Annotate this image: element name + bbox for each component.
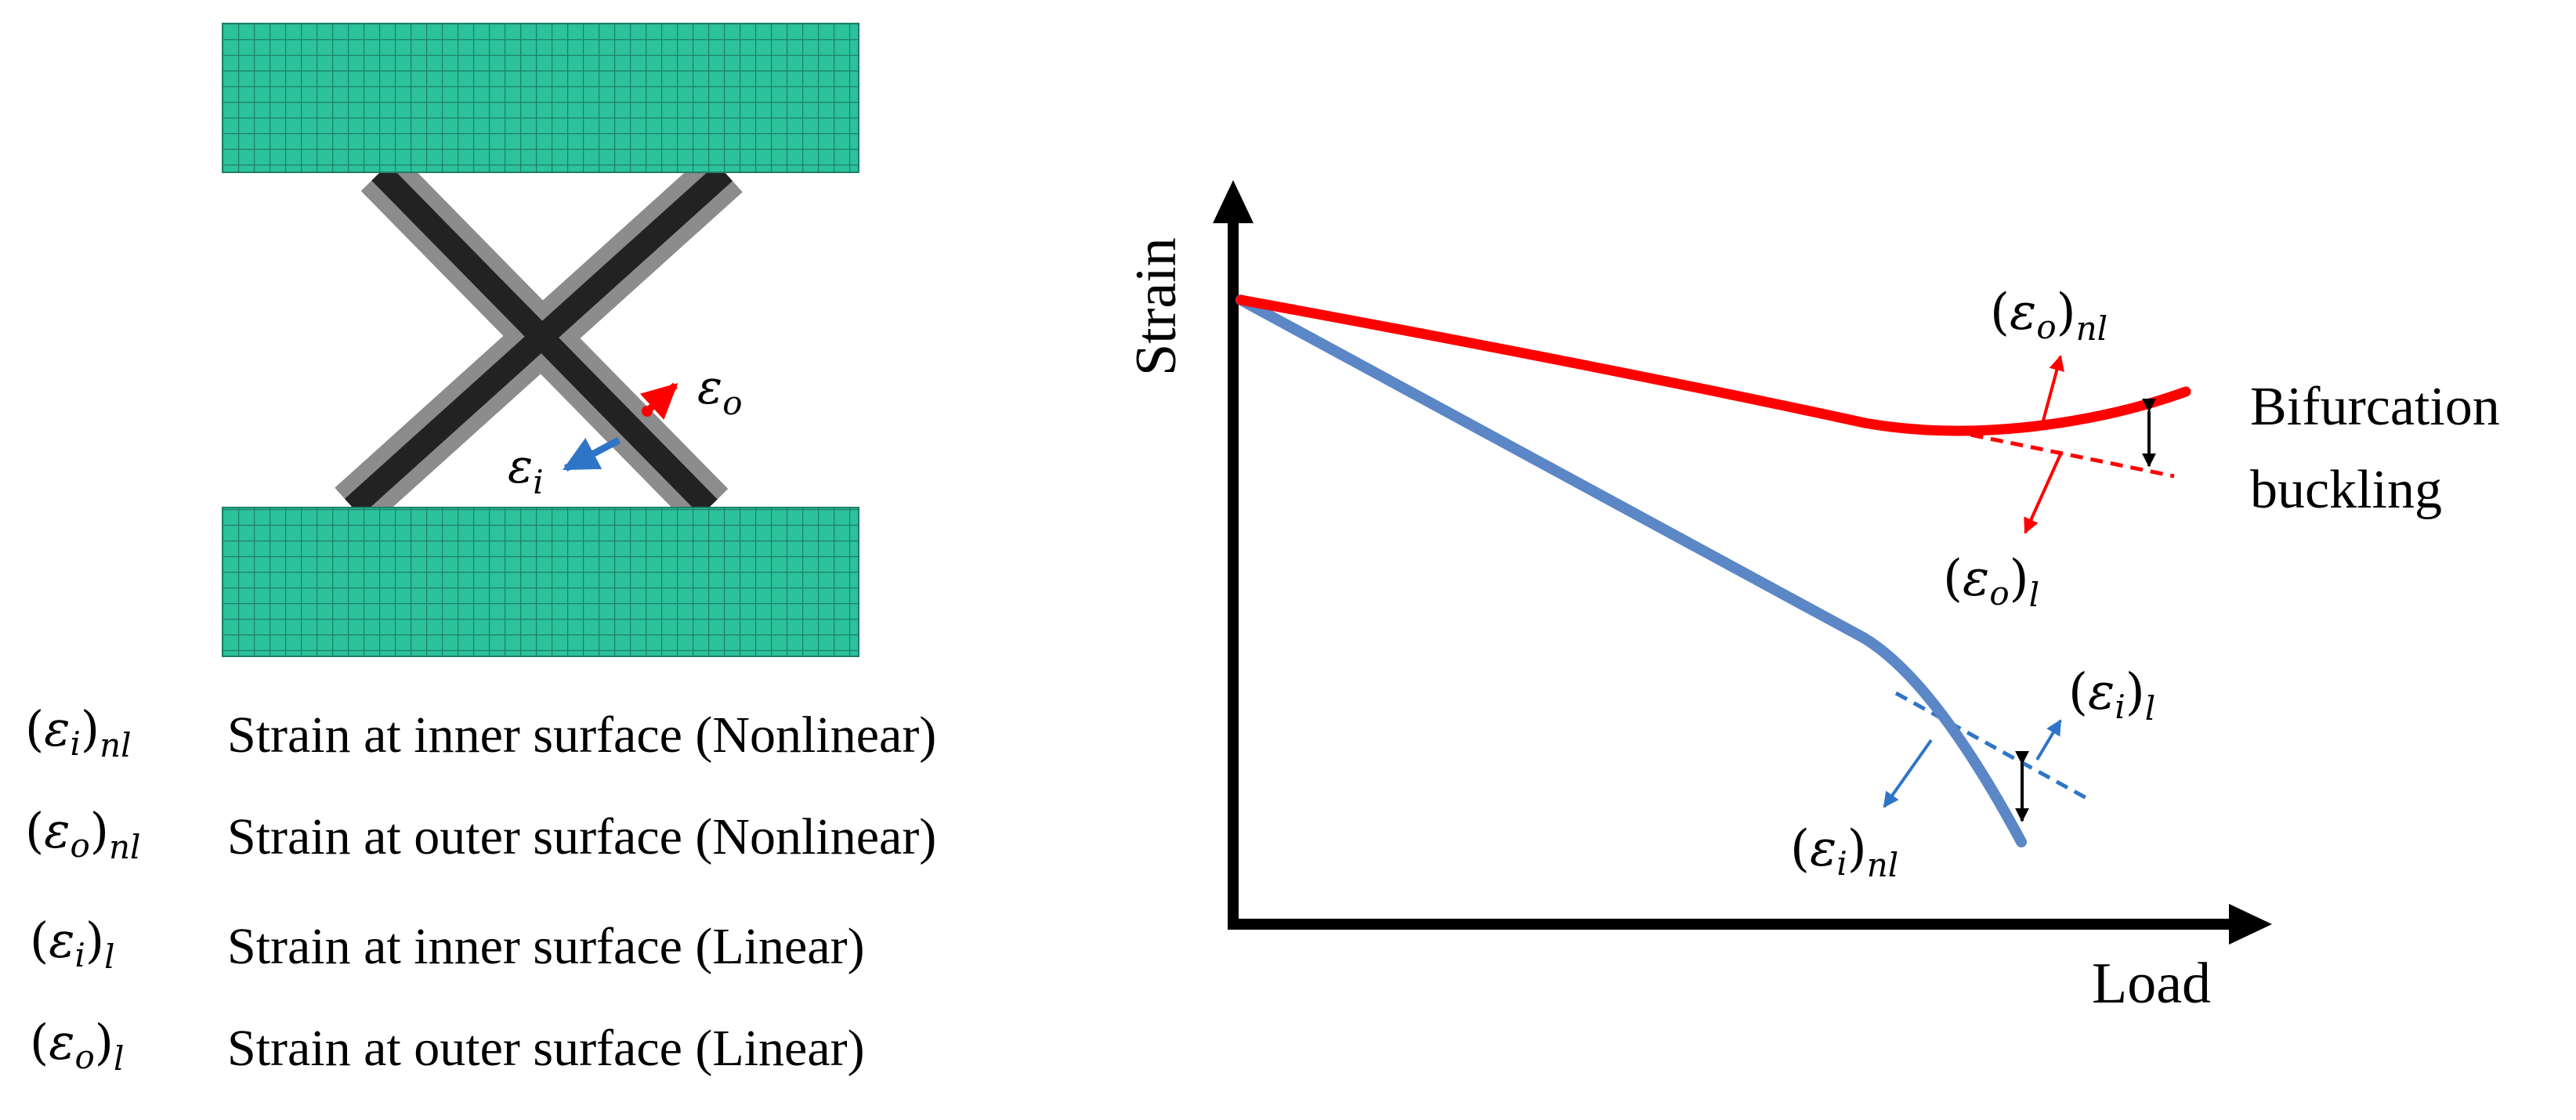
legend-item: (εo)nl Strain at outer surface (Nonlinea… [25,802,936,866]
legend-item: (εi)l Strain at inner surface (Linear) [30,912,865,976]
x-member [335,152,743,528]
legend-symbol: (εo)nl [25,802,140,866]
fe-model: εo εi [222,23,859,657]
eps-i-nl-label: (εi)nl [1790,820,1898,884]
y-axis-label: Strain [1124,237,1189,376]
eps-o-nl-label: (εo)nl [1990,284,2107,348]
legend-symbol: (εi)l [30,912,115,976]
top-mesh-block [222,23,859,173]
inner-gauge-arrow [563,437,621,471]
outer-strain-curve [1236,294,2191,436]
strain-load-plot: Strain Load (εo)nl (εo)l (εi)l (εi)nl Bi… [1124,180,2500,1016]
legend-symbol: (εo)l [30,1013,124,1078]
eps-o-l-label: (εo)l [1943,550,2039,614]
eps-i-l-label: (εi)l [2068,663,2155,728]
x-axis-label: Load [2092,952,2211,1016]
legend-text: Strain at inner surface (Nonlinear) [227,706,936,764]
eps-o-label: εo [697,360,743,422]
eps-i-nl-pointer [1883,739,1933,808]
annotation-line-2: buckling [2250,460,2442,520]
eps-o-nl-pointer [2039,355,2064,430]
eps-o-l-pointer [2024,453,2062,534]
legend: (εi)nl Strain at inner surface (Nonlinea… [25,700,936,1078]
legend-item: (εo)l Strain at outer surface (Linear) [30,1013,865,1078]
legend-text: Strain at outer surface (Linear) [227,1020,865,1077]
eps-i-label: εi [508,439,544,501]
x-axis-arrowhead [2229,904,2272,945]
annotation-line-1: Bifurcation [2250,377,2500,437]
legend-item: (εi)nl Strain at inner surface (Nonlinea… [25,700,936,764]
legend-text: Strain at outer surface (Nonlinear) [227,808,936,865]
inner-linear-dashed [1894,691,2089,801]
eps-i-l-pointer [2035,719,2062,761]
legend-text: Strain at inner surface (Linear) [227,918,865,975]
bottom-mesh-block [222,507,859,657]
inner-strain-curve [1236,294,2027,847]
y-axis-arrowhead [1213,180,1254,223]
outer-gauge-arrow [639,382,678,420]
legend-symbol: (εi)nl [25,700,132,764]
outer-linear-dashed [1950,428,2175,479]
